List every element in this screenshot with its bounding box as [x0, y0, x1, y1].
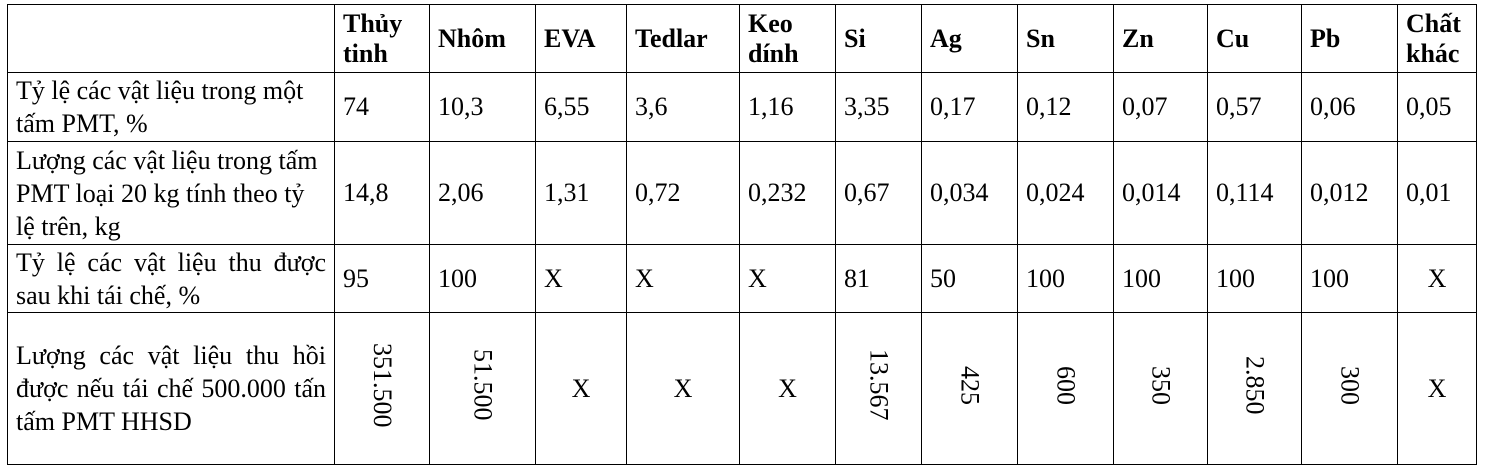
rotated-value: 2.850	[1240, 355, 1270, 415]
table-cell: X	[535, 244, 627, 313]
header-cell-empty	[7, 4, 335, 73]
rotated-value: 350	[1146, 365, 1176, 405]
header-cell-sn: Sn	[1017, 4, 1114, 73]
header-cell-eva: EVA	[535, 4, 627, 73]
table-cell: 0,024	[1017, 141, 1114, 245]
table-cell: 0,05	[1397, 72, 1477, 142]
table-cell: 0,07	[1113, 72, 1208, 142]
header-cell-nhom: Nhôm	[429, 4, 536, 73]
table-cell: 13.567	[835, 312, 922, 465]
table-cell: 100	[1301, 244, 1398, 313]
header-row: Thủy tinh Nhôm EVA Tedlar Keo dính Si Ag…	[7, 4, 1477, 73]
table-cell: 3,6	[626, 72, 740, 142]
rotated-value: 300	[1335, 365, 1365, 405]
table-row: Tỷ lệ các vật liệu thu được sau khi tái …	[7, 244, 1477, 313]
table-cell: 100	[1207, 244, 1302, 313]
rotated-value: 351.500	[368, 342, 397, 428]
materials-table: Thủy tinh Nhôm EVA Tedlar Keo dính Si Ag…	[7, 4, 1477, 465]
row-label: Lượng các vật liệu thu hồi được nếu tái …	[7, 312, 335, 465]
table-cell: 100	[1113, 244, 1208, 313]
table-cell: X	[626, 312, 740, 465]
table-row: Lượng các vật liệu trong tấm PMT loại 20…	[7, 141, 1477, 245]
rotated-value: 13.567	[864, 349, 894, 421]
header-cell-cu: Cu	[1207, 4, 1302, 73]
table-cell: X	[535, 312, 627, 465]
table-cell: 0,17	[921, 72, 1018, 142]
table-cell: 600	[1017, 312, 1114, 465]
table-cell: 14,8	[334, 141, 430, 245]
table-cell: 0,06	[1301, 72, 1398, 142]
table-row: Tỷ lệ các vật liệu trong một tấm PMT, % …	[7, 72, 1477, 142]
table-cell: 0,67	[835, 141, 922, 245]
header-cell-si: Si	[835, 4, 922, 73]
table-cell: 0,12	[1017, 72, 1114, 142]
table-cell: X	[1397, 244, 1477, 313]
header-cell-keo-dinh: Keo dính	[739, 4, 836, 73]
table-cell: 0,114	[1207, 141, 1302, 245]
header-cell-ag: Ag	[921, 4, 1018, 73]
table-cell: 95	[334, 244, 430, 313]
rotated-value: 51.500	[468, 349, 498, 421]
table-cell: 0,012	[1301, 141, 1398, 245]
table-cell: 1,31	[535, 141, 627, 245]
table-cell: 0,01	[1397, 141, 1477, 245]
table-cell: 300	[1301, 312, 1398, 465]
table-cell: 0,72	[626, 141, 740, 245]
row-label: Tỷ lệ các vật liệu thu được sau khi tái …	[7, 244, 335, 313]
table-cell: 51.500	[429, 312, 536, 465]
table-cell: X	[626, 244, 740, 313]
header-cell-chat-khac: Chất khác	[1397, 4, 1477, 73]
table-cell: 3,35	[835, 72, 922, 142]
table-cell: 50	[921, 244, 1018, 313]
table-row: Lượng các vật liệu thu hồi được nếu tái …	[7, 312, 1477, 465]
table-cell: 1,16	[739, 72, 836, 142]
table-cell: 0,232	[739, 141, 836, 245]
table-cell: 10,3	[429, 72, 536, 142]
table-cell: 350	[1113, 312, 1208, 465]
table-cell: 2.850	[1207, 312, 1302, 465]
header-cell-tedlar: Tedlar	[626, 4, 740, 73]
rotated-value: 600	[1051, 365, 1081, 405]
table-cell: 100	[429, 244, 536, 313]
table-cell: 100	[1017, 244, 1114, 313]
table-cell: 81	[835, 244, 922, 313]
table-cell: X	[739, 312, 836, 465]
table-cell: 425	[921, 312, 1018, 465]
table-cell: 351.500	[334, 312, 430, 465]
table-cell: 2,06	[429, 141, 536, 245]
table-cell: 0,57	[1207, 72, 1302, 142]
rotated-value: 425	[955, 365, 985, 405]
header-cell-thuy-tinh: Thủy tinh	[334, 4, 430, 73]
table-cell: 0,034	[921, 141, 1018, 245]
table-cell: 0,014	[1113, 141, 1208, 245]
header-cell-zn: Zn	[1113, 4, 1208, 73]
table-cell: X	[1397, 312, 1477, 465]
table-cell: 6,55	[535, 72, 627, 142]
row-label: Tỷ lệ các vật liệu trong một tấm PMT, %	[7, 72, 335, 142]
table-cell: 74	[334, 72, 430, 142]
table-cell: X	[739, 244, 836, 313]
header-cell-pb: Pb	[1301, 4, 1398, 73]
row-label: Lượng các vật liệu trong tấm PMT loại 20…	[7, 141, 335, 245]
